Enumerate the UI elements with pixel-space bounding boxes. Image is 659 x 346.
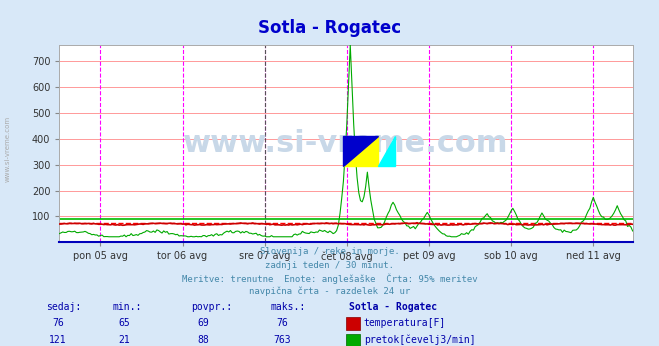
Text: 69: 69 [197, 318, 209, 328]
Polygon shape [343, 136, 378, 166]
Text: navpična črta - razdelek 24 ur: navpična črta - razdelek 24 ur [249, 287, 410, 296]
Text: maks.:: maks.: [270, 302, 305, 312]
Text: www.si-vreme.com: www.si-vreme.com [5, 116, 11, 182]
Polygon shape [378, 136, 395, 166]
Text: Slovenija / reke in morje.: Slovenija / reke in morje. [260, 247, 399, 256]
Polygon shape [343, 136, 378, 166]
Text: sedaj:: sedaj: [46, 302, 81, 312]
Text: zadnji teden / 30 minut.: zadnji teden / 30 minut. [265, 261, 394, 270]
Text: Sotla - Rogatec: Sotla - Rogatec [349, 302, 438, 312]
Bar [346, 317, 360, 330]
Text: temperatura[F]: temperatura[F] [364, 318, 446, 328]
Text: 763: 763 [273, 335, 291, 345]
Text: min.:: min.: [112, 302, 142, 312]
Text: 88: 88 [197, 335, 209, 345]
Bar [346, 334, 360, 346]
Text: povpr.:: povpr.: [191, 302, 232, 312]
Text: 76: 76 [276, 318, 288, 328]
Text: Meritve: trenutne  Enote: anglešaške  Črta: 95% meritev: Meritve: trenutne Enote: anglešaške Črta… [182, 274, 477, 284]
Text: 76: 76 [52, 318, 64, 328]
Text: www.si-vreme.com: www.si-vreme.com [183, 129, 509, 158]
Text: 21: 21 [118, 335, 130, 345]
Text: pretok[čevelj3/min]: pretok[čevelj3/min] [364, 334, 475, 345]
Text: Sotla - Rogatec: Sotla - Rogatec [258, 19, 401, 37]
Text: 65: 65 [118, 318, 130, 328]
Text: 121: 121 [49, 335, 67, 345]
